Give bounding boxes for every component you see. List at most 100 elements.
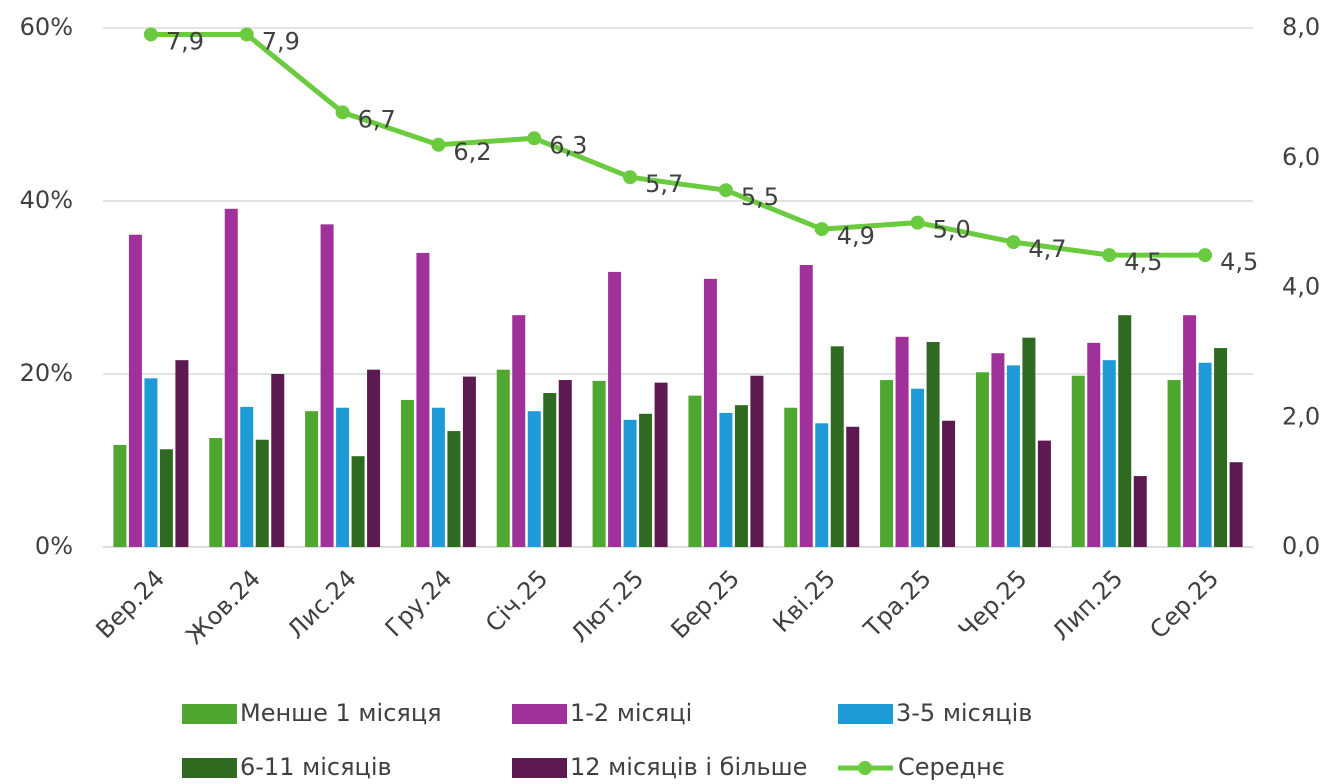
legend-swatch [182, 758, 237, 778]
bar [447, 431, 461, 547]
line-marker [814, 222, 829, 237]
data-label: 7,9 [262, 27, 300, 55]
legend-label: Менше 1 місяця [240, 699, 442, 727]
bar [942, 420, 956, 547]
bar [1118, 315, 1132, 547]
bar [527, 411, 541, 547]
line-marker [1198, 248, 1213, 263]
bar [320, 224, 334, 548]
y2-tick-label: 6,0 [1282, 143, 1320, 171]
bar [830, 346, 844, 547]
bar [1087, 342, 1101, 547]
legend-label: 3-5 місяців [896, 699, 1032, 727]
bar [271, 374, 285, 547]
data-label: 6,7 [358, 105, 396, 133]
y2-tick-label: 2,0 [1282, 402, 1320, 430]
x-tick-label: Тра.25 [858, 564, 937, 643]
line-marker [910, 215, 925, 230]
bar [416, 252, 430, 547]
y-tick-label: 60% [20, 13, 73, 41]
bar [719, 412, 733, 547]
bar [608, 271, 622, 547]
bar [799, 265, 813, 547]
bar [784, 407, 798, 547]
line-marker [1006, 235, 1021, 250]
legend-swatch [512, 704, 567, 724]
bar [1022, 337, 1036, 547]
legend-swatch [838, 704, 893, 724]
x-tick-label: Бер.25 [665, 564, 745, 644]
data-label: 5,0 [933, 216, 971, 244]
bar [846, 426, 860, 547]
bar [880, 380, 894, 547]
bar [1214, 348, 1228, 547]
data-label: 5,7 [645, 170, 683, 198]
bar [1229, 462, 1243, 547]
bar [175, 360, 189, 547]
x-tick-label: Вер.24 [90, 564, 170, 644]
bar [975, 372, 989, 547]
bar [144, 378, 158, 547]
x-tick-label: Лис.24 [282, 564, 362, 644]
data-label: 5,5 [741, 183, 779, 211]
x-tick-label: Кві.25 [767, 564, 841, 638]
data-label: 6,2 [453, 138, 491, 166]
bar [639, 413, 653, 547]
bar [431, 407, 445, 547]
bar [703, 278, 717, 547]
bar [512, 315, 526, 547]
line-marker [335, 105, 350, 120]
bar [1037, 440, 1051, 547]
bar [159, 449, 173, 547]
data-label: 4,5 [1124, 248, 1162, 276]
data-label: 4,7 [1028, 235, 1066, 263]
bar [1006, 365, 1020, 547]
bar [305, 411, 319, 547]
x-tick-label: Жов.24 [180, 564, 265, 649]
line-marker [623, 170, 638, 185]
y-tick-label: 40% [20, 186, 73, 214]
line [150, 31, 1206, 258]
y2-tick-label: 0,0 [1282, 532, 1320, 560]
bar [558, 380, 572, 547]
legend-swatch [182, 704, 237, 724]
bar [240, 406, 254, 547]
bar [351, 456, 365, 547]
bar [1071, 375, 1085, 547]
legend-label: 1-2 місяці [570, 699, 692, 727]
bar [367, 369, 381, 547]
x-tick-label: Лют.25 [566, 564, 650, 648]
bar [623, 419, 637, 547]
legend-swatch [512, 758, 567, 778]
line-marker [143, 27, 158, 42]
y-tick-label: 20% [20, 359, 73, 387]
bar [462, 376, 476, 547]
line-marker [1102, 248, 1117, 263]
bar [224, 208, 238, 547]
data-label: 6,3 [549, 131, 587, 159]
line-marker [239, 27, 254, 42]
bar [926, 341, 940, 547]
bar [1198, 362, 1212, 547]
y2-tick-label: 8,0 [1282, 13, 1320, 41]
bar [750, 375, 764, 547]
legend-label: Середнє [898, 753, 1005, 781]
line-marker [718, 183, 733, 198]
data-label: 4,9 [837, 222, 875, 250]
x-tick-label: Січ.25 [480, 564, 553, 637]
bar [815, 423, 829, 547]
line-marker [527, 131, 542, 146]
bar [128, 234, 142, 548]
legend-label: 6-11 місяців [240, 753, 392, 781]
bar [1183, 315, 1197, 547]
bar [734, 405, 748, 547]
y-tick-label: 0% [35, 532, 73, 560]
legend-marker [858, 761, 872, 775]
bar [255, 439, 269, 547]
bar [336, 407, 350, 547]
bar [209, 438, 223, 547]
bar [400, 399, 414, 547]
bar [543, 393, 557, 547]
data-label: 4,5 [1220, 248, 1258, 276]
